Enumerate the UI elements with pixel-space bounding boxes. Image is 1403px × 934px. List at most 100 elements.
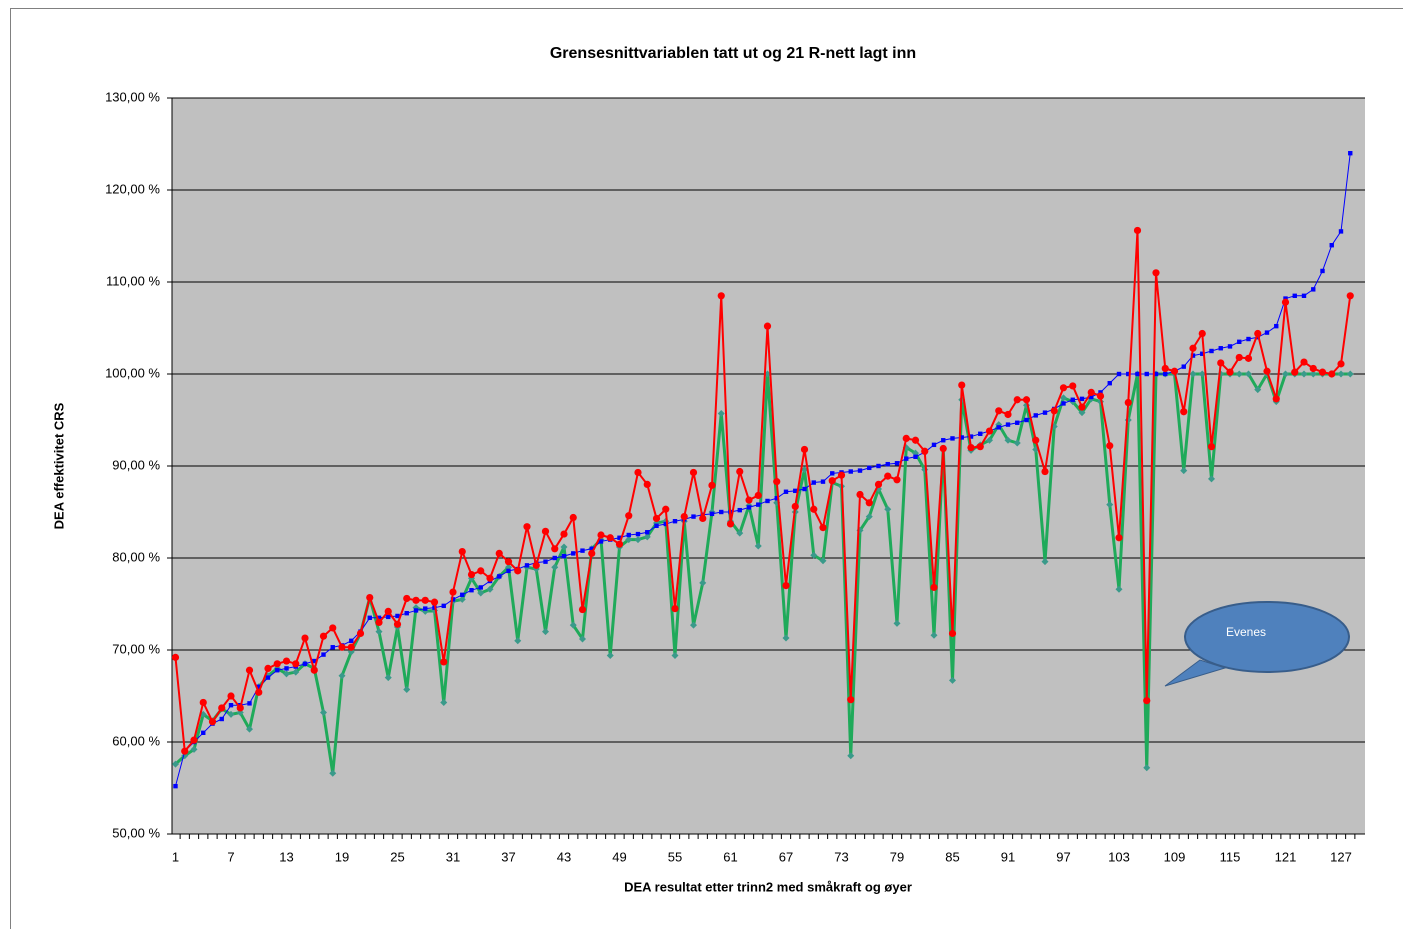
marker [1024,418,1028,422]
marker [227,692,234,699]
marker [738,508,742,512]
x-tick-label: 43 [557,849,571,864]
x-tick-label: 37 [501,849,515,864]
marker [246,667,253,674]
marker [662,506,669,513]
marker [1015,421,1019,425]
marker [886,462,890,466]
x-tick-label: 1 [172,849,179,864]
marker [551,545,558,552]
marker [1300,358,1307,365]
marker [829,477,836,484]
marker [616,541,623,548]
marker [866,499,873,506]
marker [173,784,177,788]
marker [1348,151,1352,155]
marker [821,479,825,483]
y-tick-label: 60,00 % [112,733,160,748]
marker [560,530,567,537]
marker [1337,360,1344,367]
marker [284,666,288,670]
x-tick-label: 25 [390,849,404,864]
marker [782,582,789,589]
marker [849,469,853,473]
marker [338,644,345,651]
marker [1080,397,1084,401]
marker [913,455,917,459]
y-tick-label: 80,00 % [112,549,160,564]
marker [1088,389,1095,396]
marker [875,481,882,488]
marker [1246,337,1250,341]
marker [671,605,678,612]
marker [477,567,484,574]
marker [553,556,557,560]
marker [190,737,197,744]
x-tick-label: 79 [890,849,904,864]
marker [201,731,205,735]
marker [209,718,216,725]
marker [468,571,475,578]
marker [301,634,308,641]
marker [479,585,483,589]
marker [1135,372,1139,376]
marker [802,487,806,491]
marker [921,448,928,455]
marker [514,567,521,574]
marker [949,630,956,637]
marker [690,469,697,476]
marker [765,499,769,503]
marker [812,480,816,484]
marker [903,435,910,442]
marker [1189,345,1196,352]
marker [967,444,974,451]
marker [958,381,965,388]
x-tick-label: 91 [1001,849,1015,864]
marker [1041,468,1048,475]
marker [292,660,299,667]
marker [1060,384,1067,391]
marker [579,606,586,613]
marker [1302,294,1306,298]
marker [764,323,771,330]
marker [1106,442,1113,449]
marker [423,606,427,610]
marker [506,569,510,573]
marker [1162,365,1169,372]
marker [440,658,447,665]
marker [331,645,335,649]
marker [329,624,336,631]
marker [422,597,429,604]
marker [756,502,760,506]
marker [691,514,695,518]
marker [1117,372,1121,376]
marker [810,506,817,513]
x-tick-label: 97 [1056,849,1070,864]
x-tick-label: 13 [279,849,293,864]
marker [348,644,355,651]
marker [1293,294,1297,298]
marker [912,437,919,444]
marker [1319,369,1326,376]
marker [375,619,382,626]
marker [542,528,549,535]
marker [1320,269,1324,273]
x-tick-label: 67 [779,849,793,864]
marker [349,639,353,643]
marker [597,531,604,538]
marker [366,594,373,601]
x-tick-label: 103 [1108,849,1130,864]
marker [673,519,677,523]
marker [978,432,982,436]
y-tick-label: 50,00 % [112,825,160,840]
callout-bubble [1185,602,1349,672]
marker [321,652,325,656]
marker [653,515,660,522]
marker [997,425,1001,429]
marker [1004,411,1011,418]
marker [1311,287,1315,291]
marker [405,611,409,615]
marker [218,704,225,711]
marker [1043,410,1047,414]
